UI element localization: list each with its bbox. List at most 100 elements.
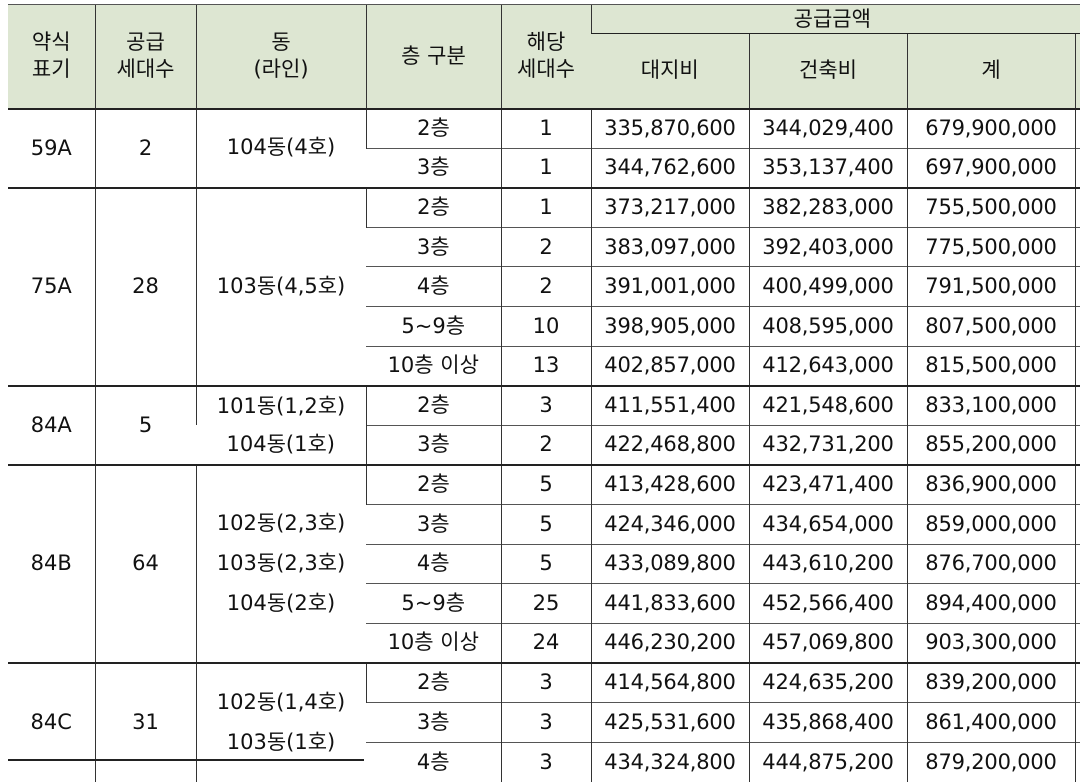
header-extra xyxy=(1074,33,1080,109)
floor-cell: 2층 xyxy=(365,107,501,149)
construction-cost-cell: 443,610,200 xyxy=(748,543,907,584)
extra-cell xyxy=(1074,266,1080,307)
floor-cell: 2층 xyxy=(365,463,501,505)
floor-cell: 2층 xyxy=(365,186,501,228)
floor-cell: 3층 xyxy=(366,503,501,545)
extra-cell xyxy=(1074,543,1080,584)
extra-cell xyxy=(1074,622,1080,663)
units-cell: 2 xyxy=(500,424,591,465)
floor-cell: 5~9층 xyxy=(366,583,501,624)
total-cost-cell: 903,300,000 xyxy=(906,622,1075,663)
extra-cell xyxy=(1074,147,1080,188)
units-cell: 13 xyxy=(500,345,591,386)
construction-cost-cell: 423,471,400 xyxy=(748,463,907,505)
header-abbr: 약식 표기 xyxy=(8,4,95,109)
table-row: 3층 2 383,097,000 392,403,000 775,500,000 xyxy=(8,226,1080,267)
table-row: 84C 31 102동(1,4호) 103동(1호) 2층 3 414,564,800 42… xyxy=(8,661,1080,782)
supply-units-cell: 5 xyxy=(94,384,196,465)
extra-cell xyxy=(1074,661,1080,703)
type-cell: 59A xyxy=(8,107,95,188)
construction-cost-cell: 353,137,400 xyxy=(748,147,907,188)
total-cost-cell: 861,400,000 xyxy=(906,701,1075,742)
table-row: 4층 2 391,001,000 400,499,000 791,500,000 xyxy=(8,266,1080,307)
land-cost-cell: 425,531,600 xyxy=(590,701,749,742)
header-units: 해당 세대수 xyxy=(500,4,591,109)
units-cell: 1 xyxy=(500,186,591,228)
construction-cost-cell: 452,566,400 xyxy=(748,583,907,624)
building-cell: 102동(2,3호) 103동(2,3호) 104동(2호) xyxy=(195,463,366,663)
units-cell: 3 xyxy=(500,384,591,426)
total-cost-cell: 807,500,000 xyxy=(906,305,1075,347)
construction-cost-cell: 457,069,800 xyxy=(748,622,907,663)
header-construction: 건축비 xyxy=(748,33,907,109)
total-cost-cell: 855,200,000 xyxy=(906,424,1075,465)
supply-units-cell: 2 xyxy=(94,107,196,188)
table-row: 4층 5 433,089,800 443,610,200 876,700,000 xyxy=(8,543,1080,584)
extra-cell xyxy=(1074,701,1080,742)
extra-cell xyxy=(1074,107,1080,149)
land-cost-cell: 433,089,800 xyxy=(590,543,749,584)
building-cell: 101동(1,2호) xyxy=(195,384,366,426)
floor-cell: 5~9층 xyxy=(366,305,501,347)
extra-cell xyxy=(1074,305,1080,347)
supply-units-cell: 31 xyxy=(94,661,196,782)
construction-cost-cell: 421,548,600 xyxy=(748,384,907,426)
construction-cost-cell: 412,643,000 xyxy=(748,345,907,386)
bottom-rule xyxy=(8,759,364,761)
extra-cell xyxy=(1074,384,1080,426)
units-cell: 5 xyxy=(500,543,591,584)
extra-cell xyxy=(1074,583,1080,624)
floor-cell: 4층 xyxy=(366,266,501,307)
total-cost-cell: 894,400,000 xyxy=(906,583,1075,624)
units-cell: 24 xyxy=(500,622,591,663)
land-cost-cell: 373,217,000 xyxy=(590,186,749,228)
land-cost-cell: 446,230,200 xyxy=(590,622,749,663)
construction-cost-cell: 434,654,000 xyxy=(748,503,907,545)
total-cost-cell: 775,500,000 xyxy=(906,226,1075,267)
units-cell: 3 xyxy=(500,661,591,703)
table-row: 104동(1호) 3층 2 422,468,800 432,731,200 855,200… xyxy=(8,424,1080,465)
total-cost-cell: 859,000,000 xyxy=(906,503,1075,545)
land-cost-cell: 391,001,000 xyxy=(590,266,749,307)
header-supply-units: 공급 세대수 xyxy=(94,4,196,109)
land-cost-cell: 411,551,400 xyxy=(590,384,749,426)
supply-units-cell: 28 xyxy=(94,186,196,386)
construction-cost-cell: 392,403,000 xyxy=(748,226,907,267)
total-cost-cell: 679,900,000 xyxy=(906,107,1075,149)
floor-cell: 3층 xyxy=(366,226,501,267)
type-cell: 75A xyxy=(8,186,95,386)
floor-cell: 2층 xyxy=(365,661,501,703)
table-row: 75A 28 103동(4,5호) 2층 1 373,217,000 382,283,000… xyxy=(8,186,1080,386)
table-row: 3층 1 344,762,600 353,137,400 697,900,000 xyxy=(8,147,1080,188)
total-cost-cell: 876,700,000 xyxy=(906,543,1075,584)
units-cell: 1 xyxy=(500,147,591,188)
table-row: 3층 5 424,346,000 434,654,000 859,000,000 xyxy=(8,503,1080,545)
land-cost-cell: 335,870,600 xyxy=(590,107,749,149)
construction-cost-cell: 400,499,000 xyxy=(748,266,907,307)
floor-cell: 10층 이상 xyxy=(366,622,501,663)
building-cell: 104동(4호) xyxy=(195,107,366,188)
building-cell: 103동(4,5호) xyxy=(195,186,366,386)
type-cell: 84C xyxy=(8,661,95,782)
header-building: 동 (라인) xyxy=(195,4,366,109)
extra-cell xyxy=(1074,503,1080,545)
construction-cost-cell: 408,595,000 xyxy=(748,305,907,347)
table-row: 84A 5 101동(1,2호) 2층 3 411,551,400 421,548,600 8… xyxy=(8,384,1080,465)
table-row: 10층 이상 13 402,857,000 412,643,000 815,500,00… xyxy=(8,345,1080,386)
land-cost-cell: 402,857,000 xyxy=(590,345,749,386)
floor-cell: 4층 xyxy=(366,543,501,584)
table-row: 59A 2 104동(4호) 2층 1 335,870,600 344,029,400 679… xyxy=(8,107,1080,188)
land-cost-cell: 441,833,600 xyxy=(590,583,749,624)
land-cost-cell: 414,564,800 xyxy=(590,661,749,703)
building-cell: 104동(1호) xyxy=(226,432,335,457)
extra-cell xyxy=(1074,424,1080,465)
land-cost-cell: 424,346,000 xyxy=(590,503,749,545)
construction-cost-cell: 432,731,200 xyxy=(748,424,907,465)
total-cost-cell: 833,100,000 xyxy=(906,384,1075,426)
floor-cell: 10층 이상 xyxy=(366,345,501,386)
header-land: 대지비 xyxy=(591,33,749,109)
floor-cell: 3층 xyxy=(366,701,501,742)
total-cost-cell: 815,500,000 xyxy=(906,345,1075,386)
land-cost-cell: 344,762,600 xyxy=(590,147,749,188)
units-cell: 3 xyxy=(500,701,591,742)
